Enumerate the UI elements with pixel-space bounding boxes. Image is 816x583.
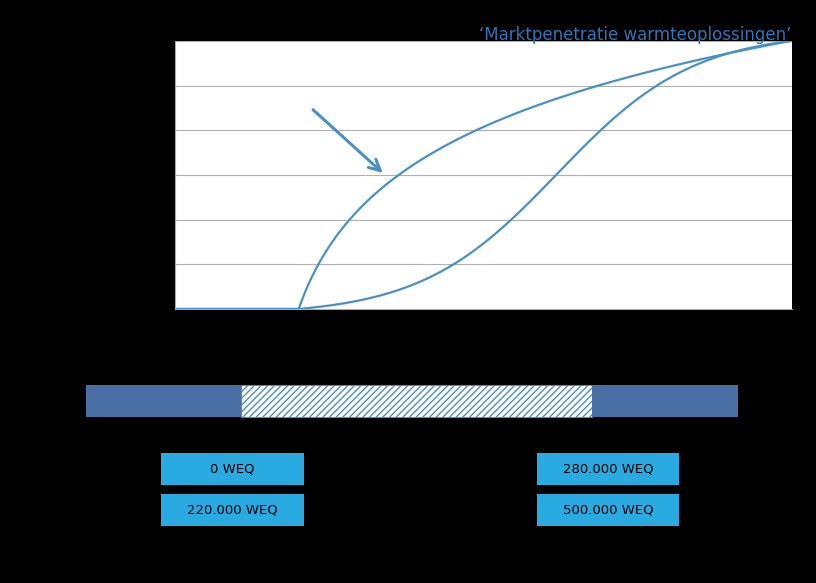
Text: 500.000 WEQ: 500.000 WEQ [562,504,654,517]
Text: 220.000 WEQ: 220.000 WEQ [187,504,278,517]
Text: 0 WEQ: 0 WEQ [211,463,255,476]
Text: 280.000 WEQ: 280.000 WEQ [562,463,654,476]
Text: ‘Marktpenetratie warmteoplossingen’: ‘Marktpenetratie warmteoplossingen’ [479,26,792,44]
